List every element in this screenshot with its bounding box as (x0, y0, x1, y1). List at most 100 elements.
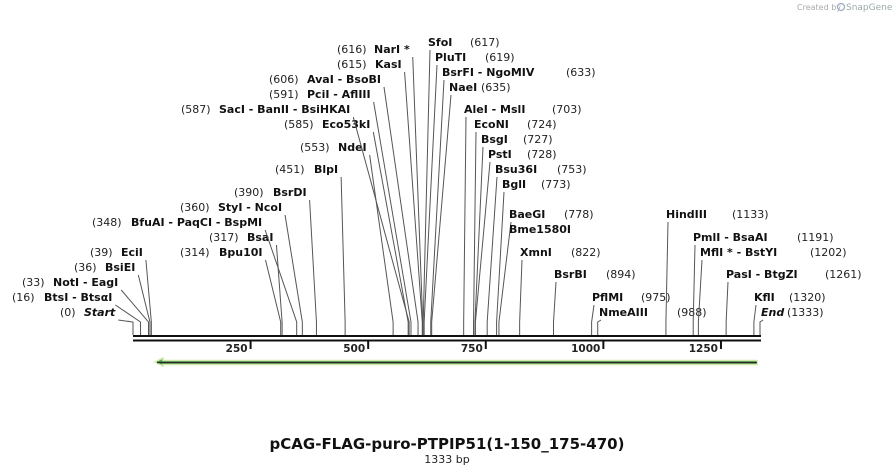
site-line (473, 131, 477, 335)
ruler-tick-label: 250 (226, 343, 248, 355)
enzyme-name: BlpI (314, 163, 338, 176)
watermark-brand: SnapGene (846, 3, 893, 13)
site-line (430, 79, 445, 335)
site-line (340, 176, 346, 335)
enzyme-name: NdeI (338, 141, 367, 154)
site-line (474, 161, 491, 335)
site-position: (727) (523, 133, 553, 146)
site-line (264, 229, 298, 335)
enzyme-name: NaeI (449, 81, 477, 94)
site-position: (617) (470, 36, 500, 49)
site-line (115, 304, 142, 335)
site-line (369, 154, 394, 335)
site-position: (822) (571, 246, 601, 259)
enzyme-name: SfoI (428, 36, 452, 49)
enzyme-name: BsgI (481, 133, 508, 146)
site-position: (0) (60, 306, 76, 319)
enzyme-name: Bsu36I (495, 163, 537, 176)
enzyme-name: Bpu10I (219, 246, 263, 259)
watermark-prefix: Created by (797, 3, 841, 12)
enzyme-name: StyI - NcoI (218, 201, 282, 214)
map-title: pCAG-FLAG-puro-PTPIP51(1-150_175-470) (270, 435, 625, 453)
site-line (597, 319, 602, 335)
site-position: (615) (337, 58, 367, 71)
ruler-tick-label: 750 (461, 343, 483, 355)
enzyme-name: PciI - AflIII (307, 88, 371, 101)
site-position: (553) (300, 141, 330, 154)
site-position: (606) (269, 73, 299, 86)
site-line (665, 221, 669, 335)
site-line (372, 131, 409, 335)
enzyme-name: BsrDI (273, 186, 307, 199)
site-line (519, 259, 523, 335)
site-position: (1133) (732, 208, 769, 221)
site-position: (975) (641, 291, 671, 304)
site-position: (317) (209, 231, 239, 244)
site-position: (724) (527, 118, 557, 131)
enzyme-name: Bme1580I (509, 223, 571, 236)
enzyme-name: NotI - EagI (53, 276, 118, 289)
site-position: (585) (284, 118, 314, 131)
site-line (265, 259, 282, 335)
site-line (759, 319, 764, 335)
site-line (725, 281, 729, 335)
site-line (591, 304, 595, 335)
enzyme-name: XmnI (520, 246, 552, 259)
enzyme-name: EciI (121, 246, 143, 259)
site-line (284, 214, 303, 335)
enzyme-name: BglI (502, 178, 526, 191)
site-line (697, 259, 703, 335)
enzyme-name: NarI * (374, 43, 410, 56)
enzyme-name: Start (84, 306, 116, 319)
site-line (423, 64, 438, 335)
site-position: (348) (92, 216, 122, 229)
enzyme-name: KasI (375, 58, 402, 71)
site-position: (988) (677, 306, 707, 319)
map-length: 1333 bp (424, 453, 469, 466)
ruler-tick-label: 1250 (689, 343, 718, 355)
enzyme-name: BfuAI - PaqCI - BspMI (131, 216, 262, 229)
enzyme-name: BtsI - BtsαI (44, 291, 112, 304)
site-line (474, 146, 484, 335)
enzyme-name: HindIII (666, 208, 707, 221)
site-position: (633) (566, 66, 596, 79)
site-line (352, 116, 410, 335)
site-line (383, 86, 419, 335)
enzyme-name: BsrBI (554, 268, 587, 281)
site-line (463, 116, 467, 335)
enzyme-name: BsrFI - NgoMIV (442, 66, 535, 79)
site-position: (753) (557, 163, 587, 176)
site-line (431, 94, 452, 335)
site-position: (587) (181, 103, 211, 116)
enzyme-name: PflMI (592, 291, 623, 304)
enzyme-name: AleI - MslI (464, 103, 525, 116)
site-position: (635) (481, 81, 511, 94)
enzyme-name: MflI * - BstYI (700, 246, 777, 259)
site-line (137, 274, 151, 335)
site-position: (619) (485, 51, 515, 64)
site-line (404, 71, 423, 335)
site-position: (1202) (810, 246, 847, 259)
enzyme-name: EcoNI (474, 118, 509, 131)
site-line (373, 101, 412, 335)
site-line (498, 221, 512, 335)
enzyme-name: Eco53kI (322, 118, 370, 131)
enzyme-name: PluTI (435, 51, 466, 64)
enzyme-name: BsiEI (105, 261, 135, 274)
site-line (275, 244, 283, 335)
site-line (496, 191, 505, 335)
site-position: (703) (552, 103, 582, 116)
site-position: (390) (234, 186, 264, 199)
site-line (553, 281, 557, 335)
site-line (120, 289, 150, 335)
site-position: (451) (275, 163, 305, 176)
site-position: (1320) (789, 291, 826, 304)
site-line (692, 244, 696, 335)
site-position: (616) (337, 43, 367, 56)
site-position: (360) (180, 201, 210, 214)
site-position: (1191) (797, 231, 834, 244)
site-position: (591) (269, 88, 299, 101)
site-line (118, 319, 134, 335)
site-line (422, 49, 431, 335)
